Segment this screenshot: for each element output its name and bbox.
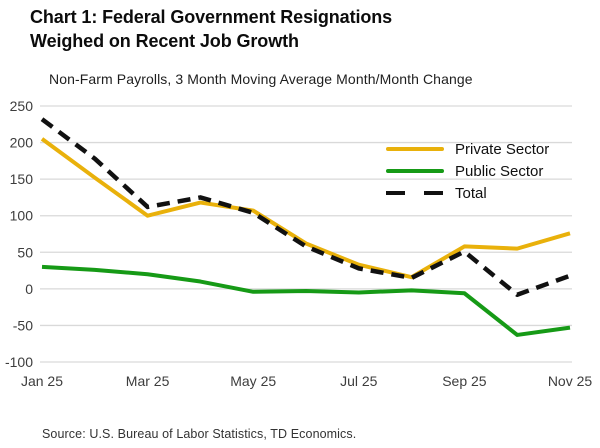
chart-title-line1: Chart 1: Federal Government Resignations [30, 7, 393, 27]
x-tick-label: Mar 25 [126, 373, 170, 389]
y-tick-label: -100 [5, 354, 33, 370]
y-tick-label: 200 [10, 135, 34, 151]
y-tick-label: 150 [10, 171, 34, 187]
x-tick-label: Jul 25 [340, 373, 378, 389]
x-tick-label: May 25 [230, 373, 276, 389]
x-tick-label: Nov 25 [548, 373, 593, 389]
chart-subtitle: Non-Farm Payrolls, 3 Month Moving Averag… [49, 71, 473, 87]
y-tick-label: 250 [10, 98, 34, 114]
legend: Private Sector Public Sector Total [386, 140, 550, 202]
public-sector-line-swatch [386, 168, 444, 174]
chart-title: Chart 1: Federal Government Resignations… [30, 6, 392, 54]
legend-label-private-sector: Private Sector [455, 140, 550, 158]
private-sector-line-swatch [386, 146, 444, 152]
y-tick-label: 50 [17, 244, 33, 260]
total-line-swatch [386, 190, 444, 196]
y-tick-label: 0 [25, 281, 33, 297]
series-line-private-sector [40, 137, 571, 280]
chart-title-line2: Weighed on Recent Job Growth [30, 30, 299, 51]
legend-item-public-sector: Public Sector [386, 162, 549, 180]
source-note: Source: U.S. Bureau of Labor Statistics,… [42, 427, 357, 441]
x-tick-label: Sep 25 [442, 373, 487, 389]
legend-item-total: Total [386, 184, 549, 202]
y-tick-label: 100 [10, 208, 34, 224]
series-line-total [40, 117, 571, 297]
legend-item-private-sector: Private Sector [386, 140, 550, 158]
legend-label-public-sector: Public Sector [455, 162, 544, 180]
series-line-public-sector [41, 264, 571, 337]
legend-label-total: Total [455, 184, 487, 202]
x-tick-label: Jan 25 [21, 373, 63, 389]
y-tick-label: -50 [13, 317, 33, 333]
